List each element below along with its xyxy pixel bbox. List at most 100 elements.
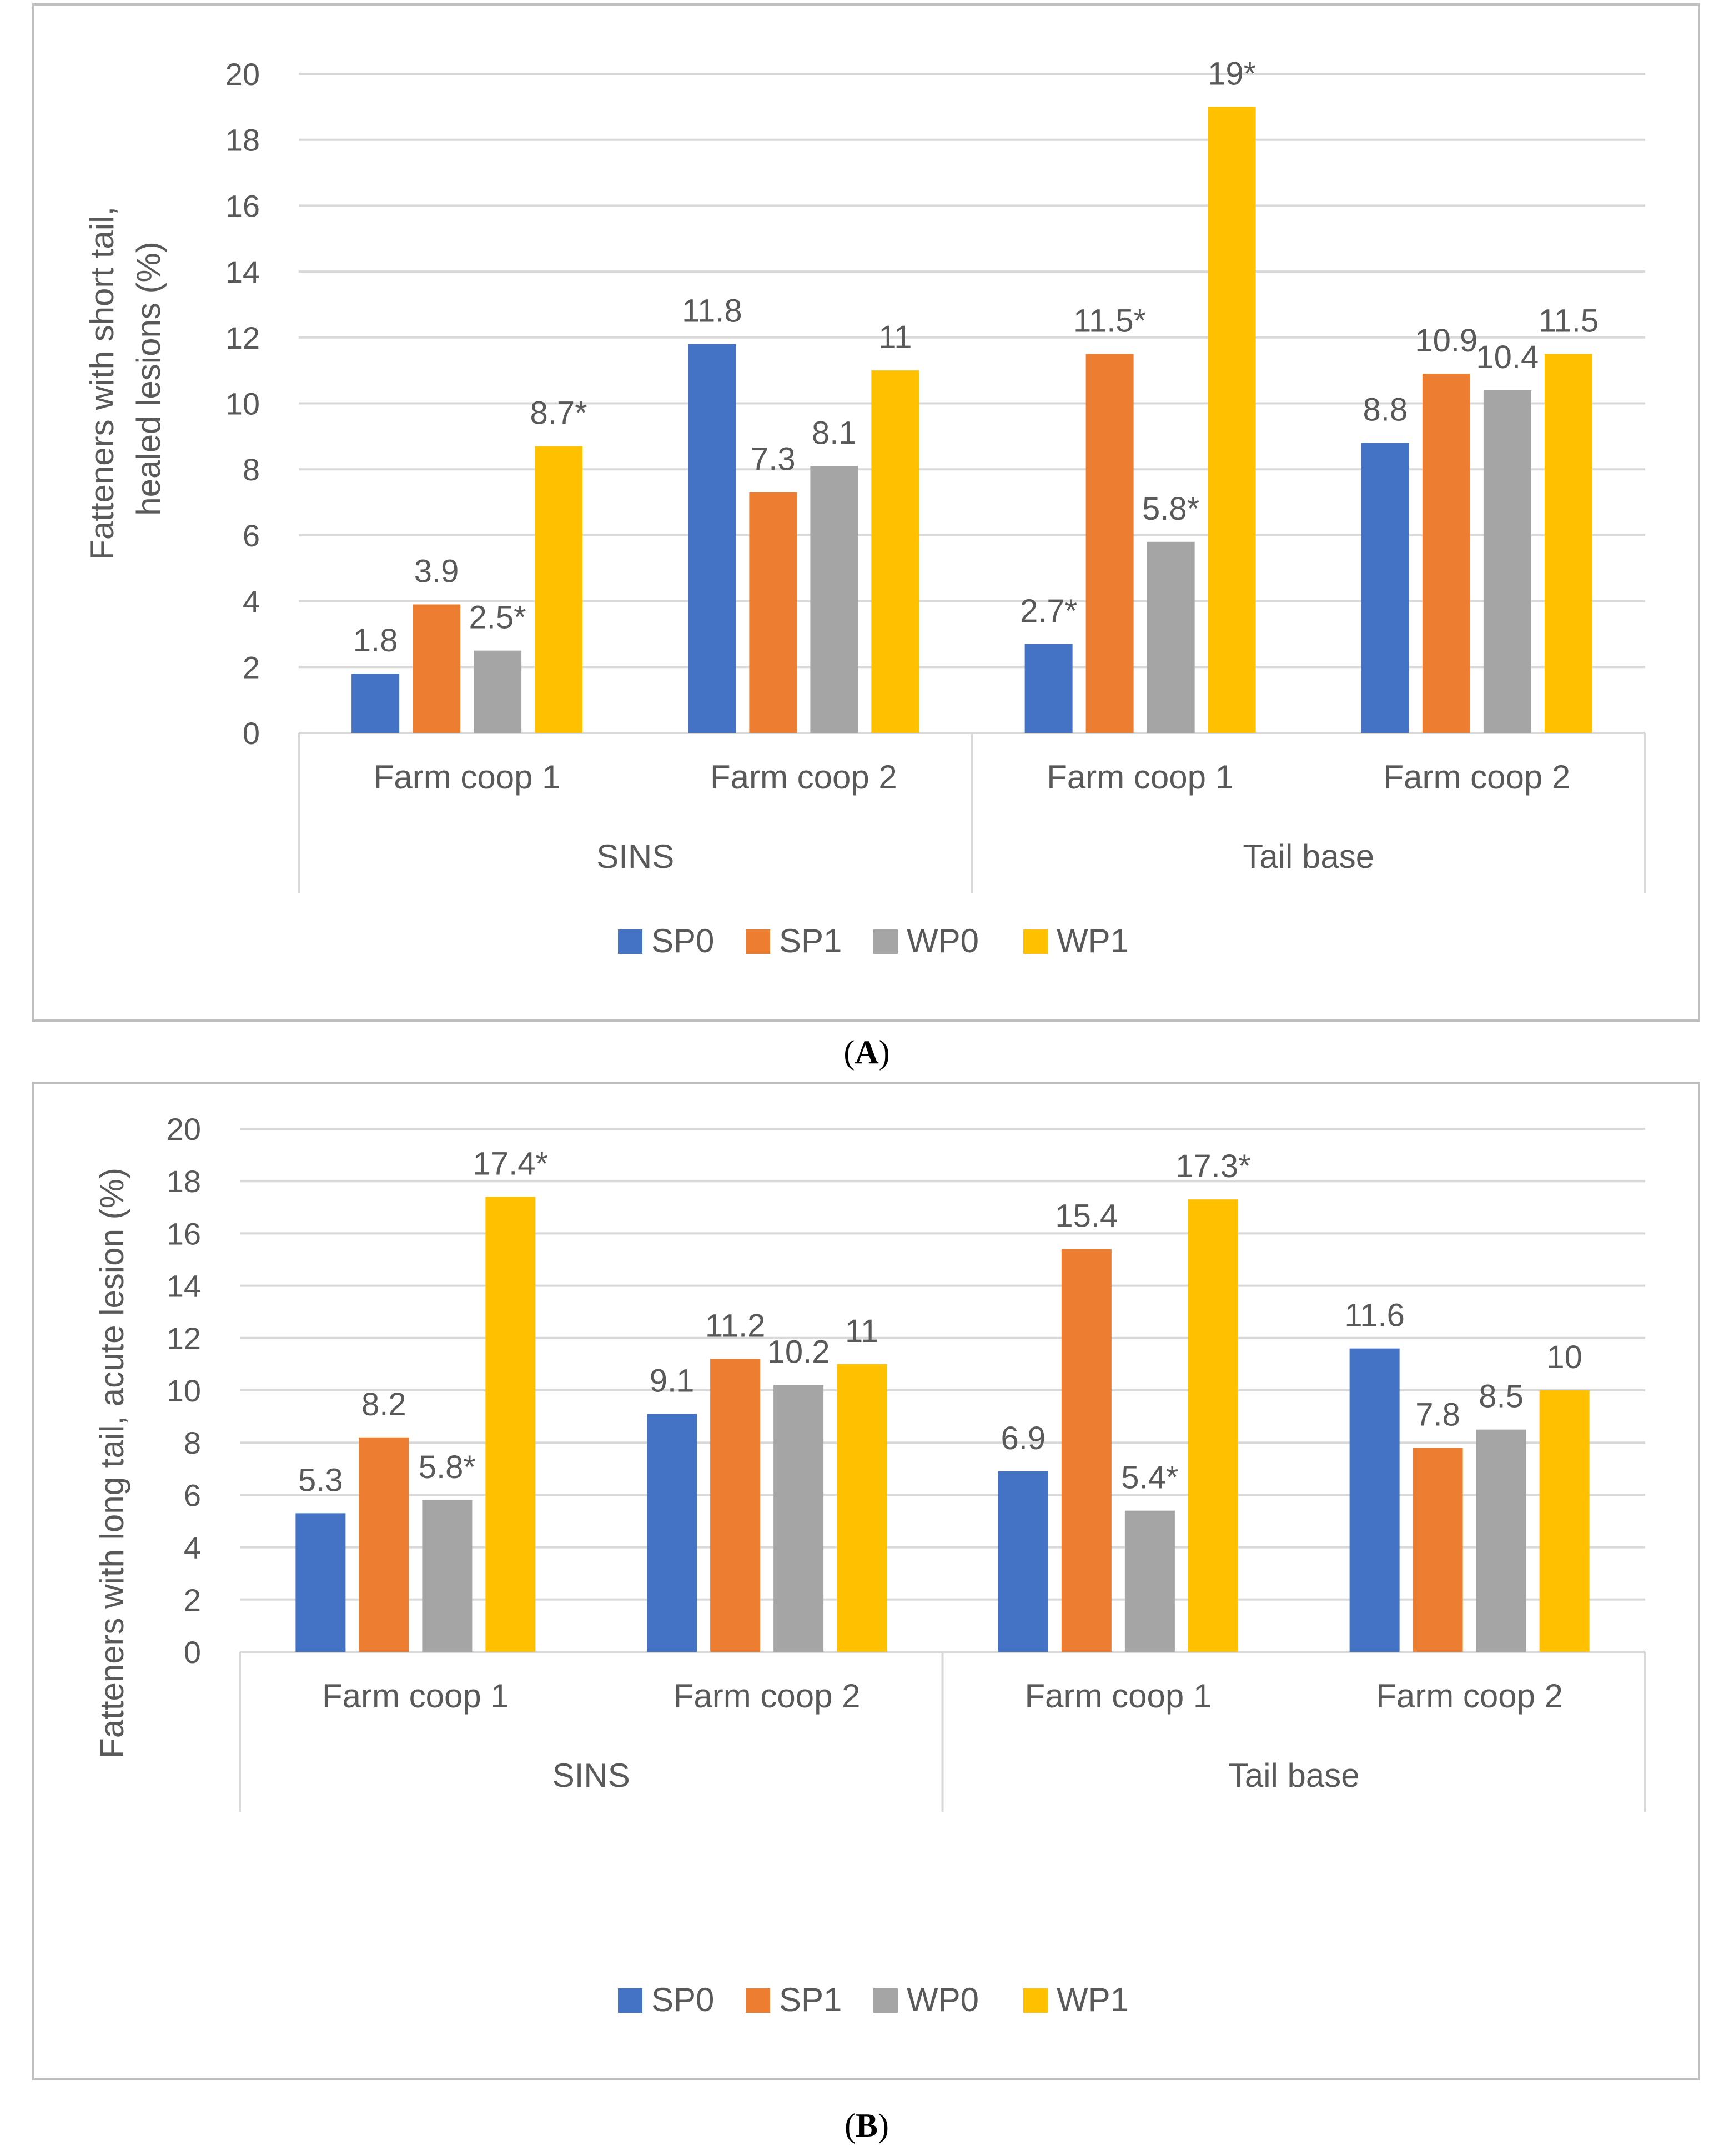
data-label-wp0: 8.1 bbox=[812, 415, 857, 451]
bar-wp0 bbox=[1483, 390, 1531, 733]
data-label-sp0: 11.8 bbox=[682, 293, 742, 329]
legend-swatch-wp1 bbox=[1023, 929, 1048, 954]
bar-wp1 bbox=[1208, 107, 1256, 733]
bar-wp0 bbox=[474, 650, 522, 733]
bar-sp1 bbox=[1061, 1249, 1112, 1652]
data-label-wp0: 10.4 bbox=[1476, 339, 1539, 375]
bar-wp1 bbox=[535, 446, 583, 733]
y-tick-label: 10 bbox=[167, 1373, 201, 1408]
legend-label-wp0: WP0 bbox=[907, 1981, 979, 2018]
bar-sp1 bbox=[1085, 354, 1134, 733]
y-tick-label: 16 bbox=[167, 1216, 201, 1251]
data-label-sp0: 11.6 bbox=[1344, 1298, 1405, 1334]
bar-wp1 bbox=[1188, 1199, 1238, 1652]
data-label-sp0: 2.7* bbox=[1020, 593, 1077, 629]
legend-label-sp1: SP1 bbox=[779, 922, 842, 959]
data-label-wp0: 5.8* bbox=[1142, 491, 1199, 527]
bar-sp0 bbox=[998, 1471, 1048, 1652]
y-tick-label: 14 bbox=[225, 254, 260, 289]
data-label-sp0: 1.8 bbox=[353, 622, 398, 659]
y-tick-label: 12 bbox=[167, 1321, 201, 1356]
bar-sp0 bbox=[1349, 1348, 1400, 1652]
data-label-sp1: 8.2 bbox=[361, 1386, 406, 1423]
panel-a-caption: (A) bbox=[843, 1034, 889, 1071]
bar-wp1 bbox=[837, 1364, 887, 1652]
data-label-sp1: 7.3 bbox=[751, 441, 796, 478]
data-label-sp1: 3.9 bbox=[414, 554, 459, 590]
category-label: Farm coop 2 bbox=[674, 1677, 861, 1715]
data-label-wp0: 5.4* bbox=[1121, 1460, 1178, 1496]
y-tick-label: 20 bbox=[225, 57, 260, 92]
data-label-wp0: 2.5* bbox=[469, 600, 526, 636]
data-label-wp1: 11 bbox=[878, 319, 912, 355]
group-label: SINS bbox=[596, 838, 674, 875]
panel-b-caption: (B) bbox=[845, 2107, 889, 2144]
panel-b-chart: 0 2 4 6 8 10 12 14 16 18 20 SINS Tail base Farm coop… bbox=[32, 1082, 1700, 2080]
legend-swatch-wp1 bbox=[1023, 1988, 1048, 2013]
data-label-sp1: 11.5* bbox=[1073, 303, 1146, 339]
bar-wp0 bbox=[1124, 1510, 1175, 1652]
y-tick-label: 14 bbox=[167, 1269, 201, 1304]
bar-wp0 bbox=[1147, 541, 1195, 733]
bar-wp1 bbox=[871, 370, 919, 733]
legend-label-sp1: SP1 bbox=[779, 1981, 842, 2018]
legend-label-sp0: SP0 bbox=[651, 1981, 714, 2018]
data-label-wp0: 10.2 bbox=[767, 1334, 830, 1370]
y-tick-label: 18 bbox=[225, 123, 260, 158]
bar-wp1 bbox=[1539, 1390, 1590, 1652]
category-label: Farm coop 2 bbox=[1383, 758, 1570, 796]
data-label-sp1: 15.4 bbox=[1055, 1198, 1118, 1234]
y-tick-label: 6 bbox=[184, 1477, 201, 1512]
legend-label-wp1: WP1 bbox=[1057, 1981, 1129, 2018]
y-tick-label: 0 bbox=[243, 716, 260, 751]
bar-sp1 bbox=[1413, 1448, 1463, 1652]
data-label-wp0: 8.5 bbox=[1479, 1379, 1524, 1415]
legend-label-wp1: WP1 bbox=[1057, 922, 1129, 959]
group-label: SINS bbox=[552, 1757, 630, 1794]
bar-sp1 bbox=[749, 492, 797, 733]
data-label-wp1: 11 bbox=[845, 1313, 878, 1349]
legend-label-wp0: WP0 bbox=[907, 922, 979, 959]
group-label: Tail base bbox=[1243, 838, 1374, 875]
y-tick-label: 4 bbox=[184, 1530, 201, 1565]
data-label-sp1: 11.2 bbox=[705, 1308, 766, 1344]
legend-label-sp0: SP0 bbox=[651, 922, 714, 959]
y-axis-title: Fatteners with long tail, acute lesion (… bbox=[93, 1168, 130, 1758]
group-label: Tail base bbox=[1228, 1757, 1360, 1794]
data-label-wp1: 17.3* bbox=[1175, 1148, 1250, 1184]
data-label-sp0: 9.1 bbox=[650, 1363, 695, 1399]
bar-wp1 bbox=[485, 1197, 536, 1652]
y-tick-label: 18 bbox=[167, 1164, 201, 1199]
bar-wp0 bbox=[422, 1500, 473, 1652]
data-label-sp0: 8.8 bbox=[1363, 392, 1408, 428]
y-tick-label: 2 bbox=[184, 1582, 201, 1617]
y-tick-label: 12 bbox=[225, 320, 260, 355]
data-label-wp1: 17.4* bbox=[473, 1145, 548, 1182]
bar-sp1 bbox=[359, 1437, 409, 1652]
y-tick-label: 4 bbox=[243, 584, 260, 619]
bar-sp1 bbox=[710, 1359, 761, 1652]
legend-swatch-sp0 bbox=[618, 1988, 642, 2013]
bar-wp0 bbox=[810, 466, 858, 733]
y-tick-label: 0 bbox=[184, 1635, 201, 1670]
y-tick-label: 8 bbox=[184, 1425, 201, 1460]
bar-sp0 bbox=[647, 1414, 697, 1652]
bar-sp1 bbox=[413, 604, 461, 733]
chart-frame bbox=[32, 3, 1700, 1022]
category-label: Farm coop 2 bbox=[710, 758, 897, 796]
category-label: Farm coop 1 bbox=[1024, 1677, 1212, 1715]
bar-wp0 bbox=[773, 1385, 824, 1652]
legend-swatch-sp1 bbox=[746, 1988, 770, 2013]
y-tick-label: 16 bbox=[225, 188, 260, 223]
legend-swatch-sp1 bbox=[746, 929, 770, 954]
data-label-sp1: 10.9 bbox=[1415, 323, 1477, 359]
data-label-wp0: 5.8* bbox=[419, 1449, 476, 1485]
data-label-wp1: 8.7* bbox=[530, 395, 587, 431]
y-tick-label: 20 bbox=[167, 1112, 201, 1147]
bar-wp1 bbox=[1544, 354, 1592, 733]
data-label-wp1: 10 bbox=[1546, 1339, 1582, 1375]
y-tick-label: 2 bbox=[243, 650, 260, 685]
panel-a-chart: 0 2 4 6 8 10 12 14 16 18 20 SINS Tail base Farm coop… bbox=[32, 3, 1700, 1022]
legend-swatch-wp0 bbox=[873, 1988, 898, 2013]
